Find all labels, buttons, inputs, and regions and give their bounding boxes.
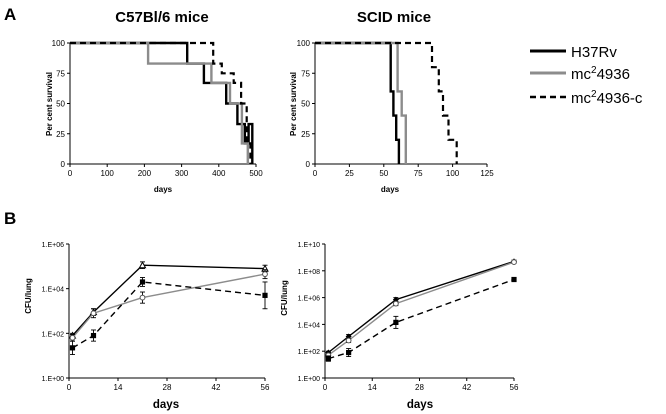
series-line-h37rv [71, 264, 266, 337]
data-point-mc24936-c [511, 276, 517, 283]
x-tick-label: 300 [175, 169, 189, 178]
x-tick-label: 75 [414, 169, 423, 178]
cfu-chart-c57: 0 14 28 42 56 1.E+00 1.E+02 1.E+04 1.E+06 [42, 242, 270, 392]
data-point-h37rv [345, 333, 352, 340]
x-tick-label: 200 [138, 169, 152, 178]
x-tick-label: 0 [313, 169, 318, 178]
ylabel-survival-scid: Per cent survival [289, 72, 298, 136]
cfu-chart-scid: 0 14 28 42 56 1.E+00 1.E+02 1.E+04 1.E+06 1.E+08 1… [298, 242, 519, 392]
y-tick-label: 25 [56, 130, 65, 139]
chart-title-c57: C57Bl/6 mice [115, 9, 208, 26]
series-line-mc24936-c [70, 41, 252, 164]
x-tick-label: 500 [249, 169, 263, 178]
series-line-h37rv [315, 41, 401, 164]
chart-title-scid: SCID mice [357, 9, 431, 26]
y-tick-label: 1.E+02 [298, 349, 320, 356]
panel-label-b: B [4, 209, 16, 228]
legend: H37Rv mc24936 mc24936-c [530, 44, 643, 107]
data-point-mc24936 [90, 310, 97, 317]
series-line-h37rv [327, 260, 515, 354]
data-point-mc24936 [511, 259, 517, 265]
x-tick-label: 14 [114, 383, 123, 392]
x-tick-label: 28 [163, 383, 172, 392]
data-point-mc24936-c [346, 349, 352, 356]
data-point-h37rv [392, 296, 399, 303]
ylabel-cfu-scid: CFU/lung [280, 280, 289, 316]
data-point-mc24936-c [90, 332, 97, 339]
x-tick-label: 0 [67, 383, 72, 392]
data-point-mc24936 [392, 300, 399, 307]
xlabel-survival-scid: days [381, 185, 400, 194]
y-tick-label: 1.E+02 [42, 331, 64, 338]
x-tick-label: 42 [462, 383, 471, 392]
xlabel-cfu-c57: days [153, 399, 179, 411]
x-tick-label: 42 [212, 383, 221, 392]
survival-chart-c57: 0 100 200 300 400 500 0 25 50 75 100 [52, 39, 264, 178]
xlabel-cfu-scid: days [407, 399, 433, 411]
data-point-mc24936-c [69, 345, 76, 351]
survival-chart-scid: 0 25 50 75 100 125 0 25 50 75 100 [297, 39, 495, 178]
y-tick-label: 1.E+04 [298, 322, 320, 329]
x-tick-label: 56 [510, 383, 519, 392]
y-tick-label: 25 [301, 130, 310, 139]
y-tick-label: 1.E+00 [298, 376, 320, 383]
data-point-mc24936-c [262, 292, 268, 298]
x-tick-label: 125 [480, 169, 494, 178]
x-tick-label: 0 [68, 169, 73, 178]
y-tick-label: 0 [306, 160, 311, 169]
series-line-mc24936-c [315, 41, 458, 164]
series-line-h37rv [70, 41, 254, 164]
y-tick-label: 100 [297, 39, 311, 48]
series-line-mc24936-c [328, 278, 515, 360]
y-tick-label: 75 [301, 69, 310, 78]
data-point-mc24936 [345, 337, 352, 344]
x-tick-label: 0 [323, 383, 328, 392]
y-tick-label: 1.E+06 [298, 296, 320, 303]
data-point-mc24936-c [393, 319, 399, 325]
series-line-mc24936 [71, 273, 266, 339]
legend-label-mc24936: mc24936 [571, 65, 630, 83]
data-point-mc24936-c [325, 355, 331, 362]
ylabel-survival-c57: Per cent survival [45, 72, 54, 136]
series-line-mc24936-c [72, 281, 266, 349]
x-tick-label: 25 [345, 169, 354, 178]
y-tick-label: 1.E+06 [42, 242, 64, 249]
legend-label-h37rv: H37Rv [571, 44, 617, 61]
y-tick-label: 1.E+08 [298, 269, 320, 276]
series-line-mc24936 [70, 41, 250, 164]
x-tick-label: 400 [212, 169, 226, 178]
panel-label-a: A [4, 5, 16, 24]
ylabel-cfu-c57: CFU/lung [24, 278, 33, 314]
series-line-mc24936 [315, 41, 407, 164]
data-point-h37rv [138, 261, 147, 269]
data-point-mc24936-c [139, 279, 146, 285]
x-tick-label: 50 [379, 169, 388, 178]
data-point-mc24936 [69, 334, 76, 341]
y-tick-label: 1.E+10 [298, 242, 320, 249]
x-tick-label: 56 [261, 383, 270, 392]
x-tick-label: 14 [368, 383, 377, 392]
y-tick-label: 75 [56, 69, 65, 78]
series-line-mc24936 [327, 261, 515, 356]
y-tick-label: 50 [56, 100, 65, 109]
legend-label-mc24936-c: mc24936-c [571, 89, 643, 107]
y-tick-label: 1.E+04 [42, 287, 64, 294]
y-tick-label: 50 [301, 100, 310, 109]
data-point-mc24936 [262, 271, 268, 278]
x-tick-label: 100 [101, 169, 115, 178]
data-point-mc24936 [139, 294, 146, 301]
y-tick-label: 0 [61, 160, 66, 169]
x-tick-label: 100 [446, 169, 460, 178]
x-tick-label: 28 [415, 383, 424, 392]
y-tick-label: 100 [52, 39, 66, 48]
xlabel-survival-c57: days [154, 185, 173, 194]
y-tick-label: 1.E+00 [42, 376, 64, 383]
